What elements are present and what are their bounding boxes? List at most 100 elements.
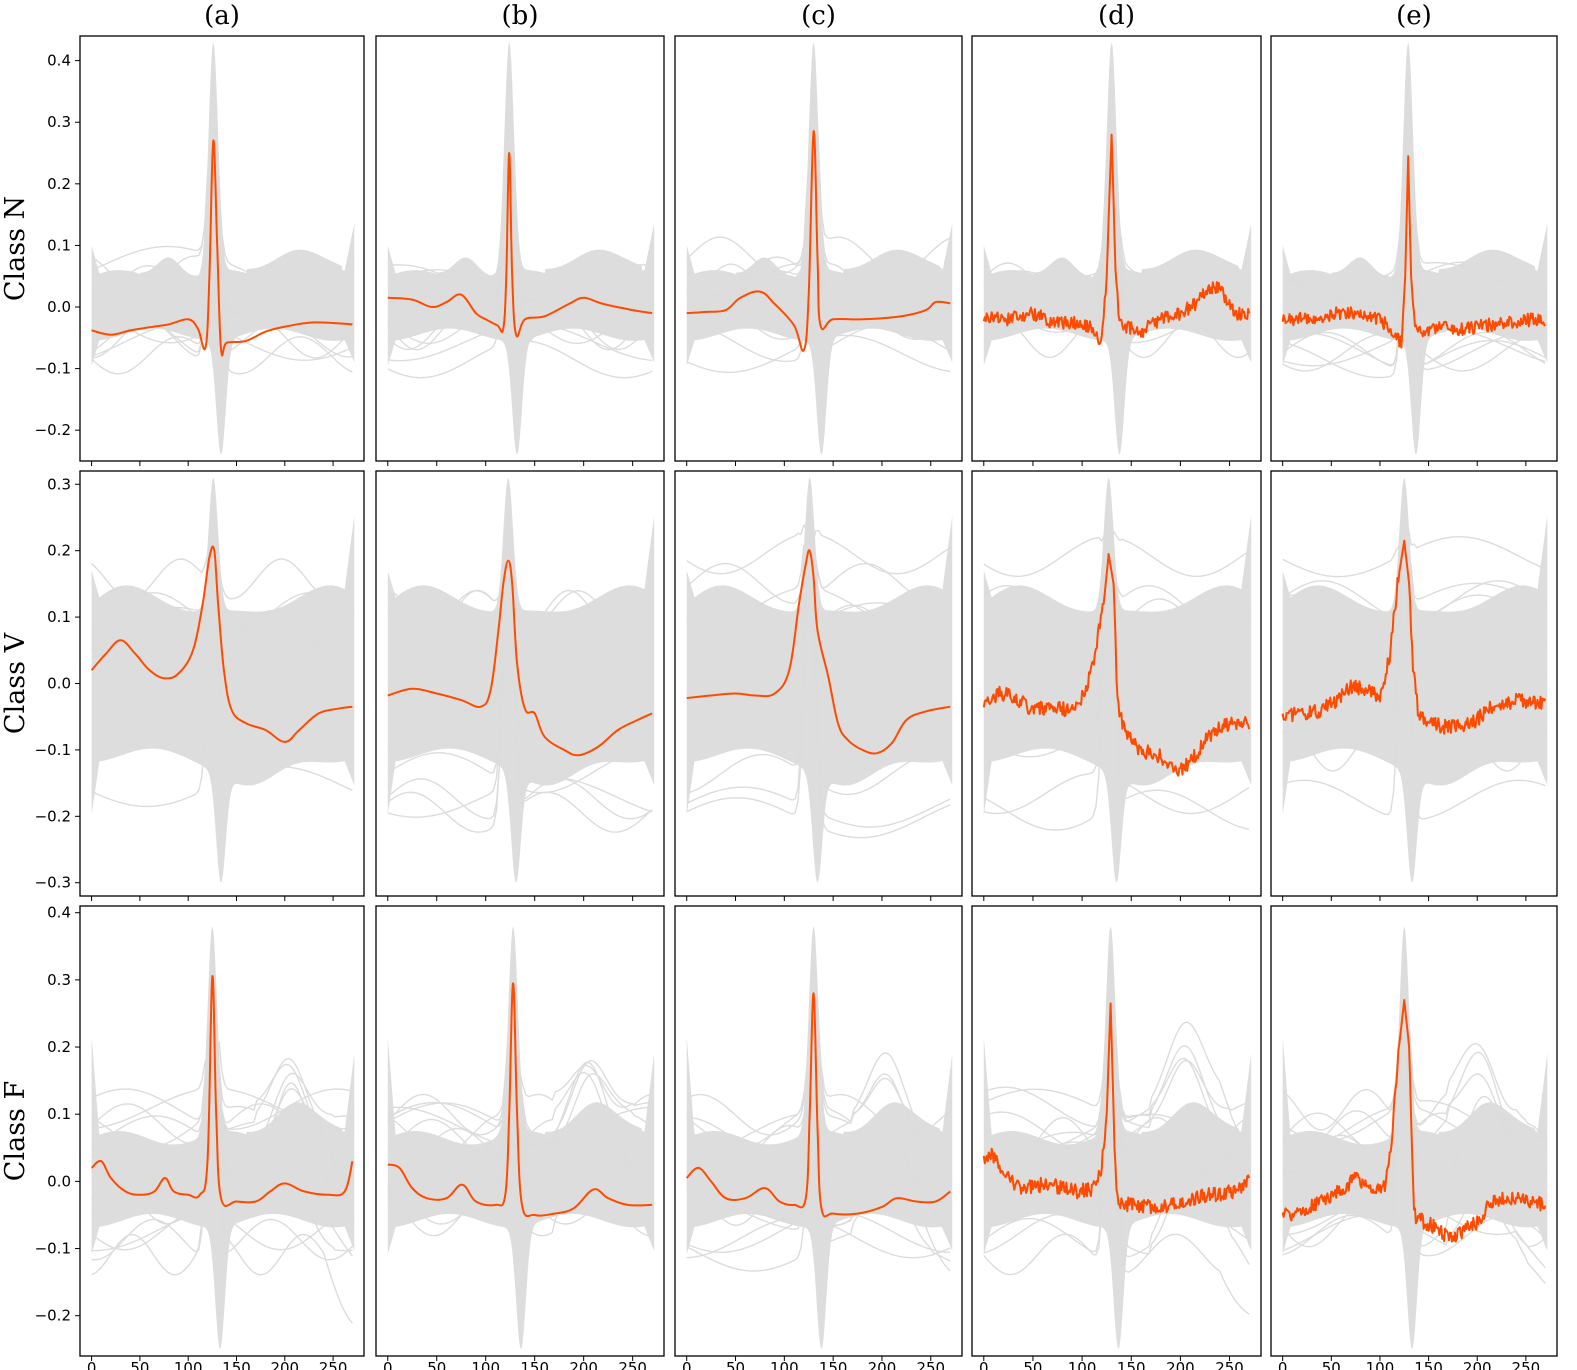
background-trace	[983, 508, 1250, 815]
mean-trace	[982, 553, 1251, 777]
mean-trace	[1281, 155, 1547, 349]
background-trace	[983, 521, 1250, 657]
background-trace	[387, 538, 653, 749]
x-tick-label: 150	[222, 1359, 251, 1370]
background-trace	[1282, 1002, 1546, 1192]
panel-background-traces	[686, 42, 953, 455]
y-tick-label: 0.4	[47, 904, 71, 922]
y-tick-label: 0.1	[47, 608, 71, 626]
background-trace	[686, 963, 951, 1170]
background-trace	[983, 531, 1250, 640]
x-tick-label: 200	[1463, 1359, 1492, 1370]
mean-trace	[91, 139, 353, 357]
background-trace	[1282, 507, 1546, 620]
y-tick-label: 0.3	[47, 971, 71, 989]
y-tick-label: 0.0	[47, 1172, 71, 1190]
panel-background-traces	[686, 926, 953, 1350]
panel-frame	[1270, 470, 1558, 897]
background-trace	[983, 508, 1250, 577]
y-tick-label: 0.0	[47, 675, 71, 693]
y-tick-label: −0.2	[35, 807, 71, 825]
background-trace	[1282, 515, 1546, 701]
background-trace	[91, 111, 353, 344]
background-trace	[1282, 966, 1546, 1141]
x-tick-label: 250	[1215, 1359, 1244, 1370]
y-tick-label: 0.3	[47, 113, 71, 131]
background-trace	[91, 517, 353, 600]
background-trace	[91, 1001, 353, 1130]
x-tick-label: 100	[174, 1359, 203, 1370]
panel-frame	[674, 35, 963, 462]
panel-background-traces	[983, 926, 1252, 1350]
y-tick-label: −0.1	[35, 741, 71, 759]
background-trace	[91, 519, 353, 648]
background-trace	[387, 1015, 653, 1148]
background-trace	[387, 525, 653, 645]
background-trace-band	[686, 477, 953, 883]
column-label: (d)	[1098, 1, 1135, 31]
background-trace-layer	[91, 42, 1548, 1350]
background-trace	[686, 965, 951, 1167]
background-trace	[91, 497, 353, 658]
background-trace	[91, 121, 353, 361]
background-trace	[686, 506, 951, 575]
background-trace	[91, 123, 353, 375]
x-tick-label: 200	[569, 1359, 598, 1370]
row-label: Class V	[0, 632, 31, 734]
x-tick-label: 250	[916, 1359, 945, 1370]
panel-background-traces	[387, 926, 655, 1350]
x-tick-label: 250	[319, 1359, 348, 1370]
background-trace	[387, 529, 653, 632]
x-tick-label: 0	[1278, 1359, 1288, 1370]
x-tick-label: 0	[383, 1359, 393, 1370]
y-tick-label: −0.3	[35, 874, 71, 892]
x-tick-label: 250	[1512, 1359, 1541, 1370]
panel-frame	[1270, 905, 1558, 1357]
x-tick-label: 200	[270, 1359, 299, 1370]
mean-trace	[1281, 539, 1547, 735]
column-label: (c)	[801, 1, 836, 31]
panel-background-traces	[91, 477, 355, 883]
mean-trace	[387, 559, 653, 757]
mean-trace	[387, 152, 653, 338]
background-trace	[686, 509, 951, 690]
row-label: Class F	[0, 1081, 31, 1181]
panel-background-traces	[387, 42, 655, 455]
background-trace	[387, 1018, 653, 1237]
panel-frame	[375, 470, 665, 897]
background-trace	[91, 993, 353, 1233]
mean-trace	[982, 133, 1251, 345]
background-trace	[387, 553, 653, 794]
background-trace	[1282, 501, 1546, 636]
background-trace	[1282, 509, 1546, 677]
background-trace	[686, 523, 951, 644]
mean-trace	[387, 982, 653, 1218]
panel-background-traces	[91, 42, 355, 455]
panel-frame	[674, 905, 963, 1357]
mean-trace	[686, 130, 951, 352]
y-tick-label: 0.2	[47, 175, 71, 193]
background-trace	[1282, 102, 1546, 300]
background-trace	[1282, 512, 1546, 748]
y-tick-label: 0.4	[47, 52, 71, 70]
background-trace	[686, 1007, 951, 1241]
x-tick-label: 100	[471, 1359, 500, 1370]
y-tick-label: −0.2	[35, 1307, 71, 1325]
panel-background-traces	[983, 42, 1252, 455]
background-trace	[983, 516, 1250, 831]
x-tick-label: 250	[618, 1359, 647, 1370]
background-trace	[387, 981, 653, 1136]
panel-frame	[79, 35, 365, 462]
background-trace-band	[91, 42, 355, 455]
background-trace	[387, 80, 653, 345]
panel-frame	[79, 905, 365, 1357]
x-tick-label: 50	[427, 1359, 446, 1370]
x-tick-label: 50	[1322, 1359, 1341, 1370]
background-trace	[983, 994, 1250, 1159]
y-tick-label: 0.0	[47, 298, 71, 316]
x-tick-label: 50	[726, 1359, 745, 1370]
x-tick-label: 0	[87, 1359, 97, 1370]
panel-background-traces	[1282, 926, 1548, 1350]
